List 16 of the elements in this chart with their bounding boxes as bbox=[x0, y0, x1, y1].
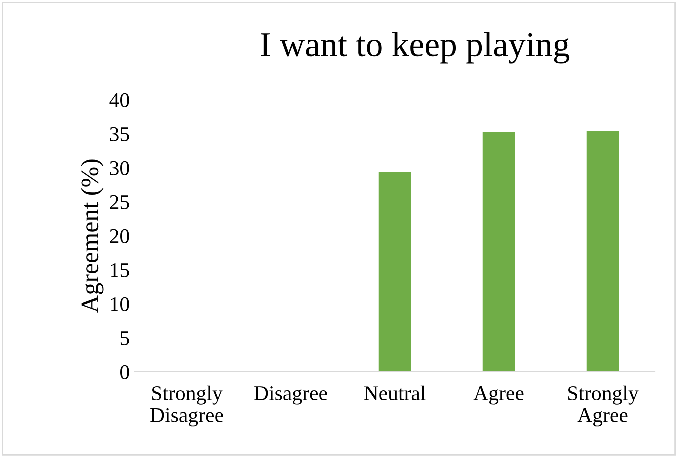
y-tick-label: 5 bbox=[120, 332, 130, 346]
y-tick-label: 25 bbox=[110, 195, 130, 210]
y-tick-label: 35 bbox=[110, 127, 130, 142]
y-tick-label: 0 bbox=[120, 365, 130, 380]
x-tick-label: Neutral bbox=[364, 386, 426, 401]
x-tick-label: Strongly Disagree bbox=[150, 386, 224, 427]
chart-title: I want to keep playing bbox=[261, 32, 570, 64]
y-tick-label: 10 bbox=[111, 297, 130, 312]
y-tick-label: 30 bbox=[110, 161, 130, 176]
x-tick-label: Strongly Agree bbox=[568, 386, 639, 427]
y-tick-label: 40 bbox=[110, 93, 130, 108]
y-tick-label: 20 bbox=[110, 229, 130, 244]
x-tick-label: Agree bbox=[474, 386, 524, 405]
y-tick-label: 15 bbox=[111, 263, 130, 278]
y-axis-title: Agreement (%) bbox=[81, 160, 104, 314]
x-tick-label: Disagree bbox=[254, 386, 328, 405]
